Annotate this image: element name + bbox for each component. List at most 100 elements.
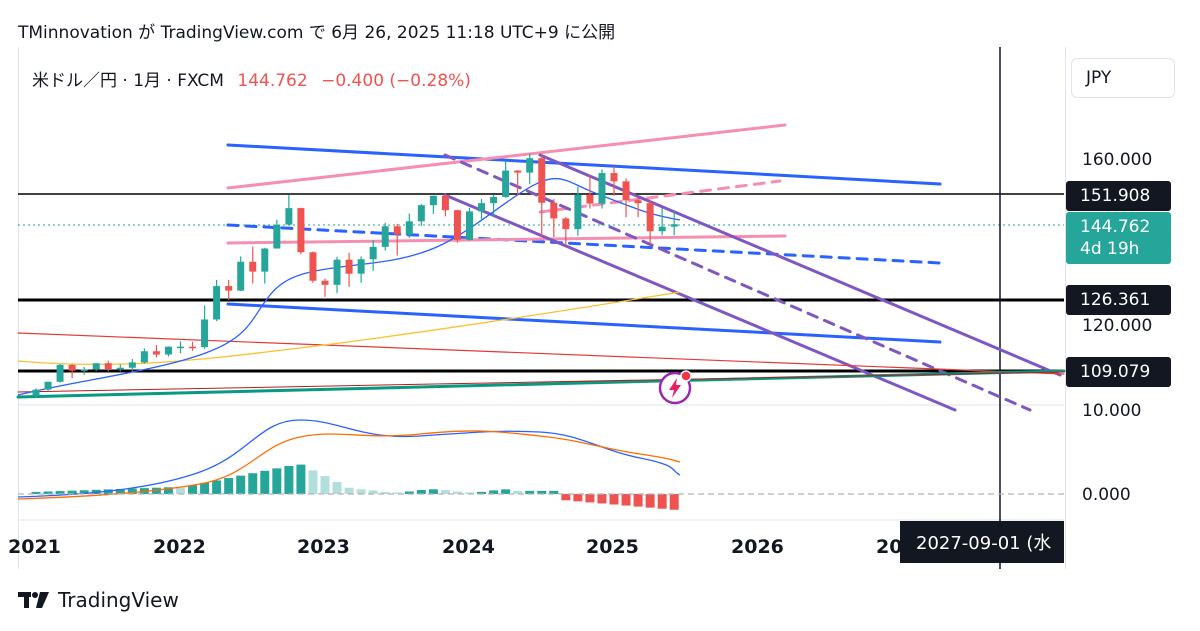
year-2023: 2023 [297,536,350,558]
macd-hist-bar [127,488,137,494]
macd-hist-bar [115,488,125,494]
candle-body [104,363,112,369]
macd-hist-bar [380,491,390,494]
candle-body [164,346,172,355]
macd-hist-bar [356,489,366,494]
chart-frame [18,47,1066,569]
currency-button[interactable]: JPY [1071,58,1175,98]
candle-body [538,158,546,203]
candle-body [297,208,305,253]
candle-body [261,248,269,272]
candle-body [140,351,148,363]
macd-hist-bar [344,487,354,494]
trend-purple-mid [443,153,1032,412]
candle-body [44,381,52,390]
year-2026: 2026 [731,536,784,558]
year-2022: 2022 [153,536,206,558]
macd-hist-bar [621,494,631,506]
signal-line [17,430,681,500]
symbol-change: −0.400 (−0.28%) [321,71,471,91]
symbol-title: 米ドル／円 · 1月 · FXCM [32,71,224,91]
candle-body [610,173,618,182]
macd-hist-bar [224,478,234,494]
macd-hist-bar [585,494,595,503]
macd-line [17,419,681,498]
candle-body [201,319,209,348]
price-tag-126361: 126.361 [1066,285,1171,315]
macd-hist-bar [248,473,258,494]
ma-red [17,332,1065,375]
candle-body [80,369,88,371]
candle-body [393,226,401,235]
candle-body [357,259,365,274]
macd-hist-bar [525,490,535,494]
candle-body [381,226,389,247]
candle-body [333,259,341,285]
trend-purple-bottom [443,193,957,412]
ma-dark-red [17,371,1065,393]
year-2024: 2024 [442,536,495,558]
flash-icon[interactable] [657,370,693,406]
trend-blue-mid [226,223,942,265]
candle-body [429,195,437,206]
macd-hist-bar [31,491,41,494]
candle-body [562,218,570,230]
candle-body [622,181,630,201]
macd-hist-bar [67,490,77,494]
year-2021: 2021 [8,536,61,558]
candle-body [405,221,413,235]
macd-hist-bar [272,468,282,494]
candle-body [321,280,329,285]
candles [32,153,678,399]
macd-hist-bar [416,489,426,494]
candle-body [490,196,498,204]
candle-body [453,210,461,240]
candle-body [598,173,606,204]
candle-body [309,252,317,281]
candle-body [502,170,510,197]
macd-hist-bar [477,491,487,494]
price-label-160: 160.000 [1082,150,1153,170]
price-tag-151908: 151.908 [1066,181,1171,211]
trend-purple-top [538,153,1062,377]
macd-pane [17,419,681,510]
macd-hist-bar [43,491,53,494]
trend-pink-bottom [226,234,787,245]
publish-header: TMinnovation が TradingView.com で 6月 26, … [18,23,616,43]
macd-hist-bar [561,494,571,501]
macd-hist-bar [151,487,161,494]
candle-body [152,351,160,355]
macd-hist-bar [440,490,450,494]
candle-body [634,200,642,204]
trend-blue-bottom [226,302,942,344]
candle-body [441,195,449,211]
tradingview-brand[interactable]: TradingView [18,588,179,612]
candle-body [417,205,425,222]
macd-hist-bar [645,494,655,508]
candle-body [116,367,124,370]
candle-body [56,364,64,382]
macd-hist-bar [513,490,523,494]
candle-body [92,363,100,370]
symbol-info[interactable]: 米ドル／円 · 1月 · FXCM 144.762 −0.400 (−0.28%… [32,66,471,91]
countdown: 4d 19h [1080,239,1140,259]
candle-body [658,226,666,232]
macd-hist-bar [320,476,330,494]
trend-pink-top [226,123,787,190]
macd-hist-bar [392,492,402,494]
tradingview-logo-icon [18,592,49,608]
macd-label-0: 0.000 [1082,485,1131,505]
candle-body [369,246,377,260]
macd-hist-bar [597,494,607,504]
candle-body [574,194,582,230]
candle-body [526,158,534,173]
candle-body [189,346,197,349]
candle-body [646,203,654,232]
macd-hist-bar [669,494,679,510]
candle-body [586,194,594,204]
macd-hist-bar [236,475,246,494]
macd-hist-bar [489,490,499,494]
candle-body [68,364,76,371]
candle-body [285,208,293,225]
